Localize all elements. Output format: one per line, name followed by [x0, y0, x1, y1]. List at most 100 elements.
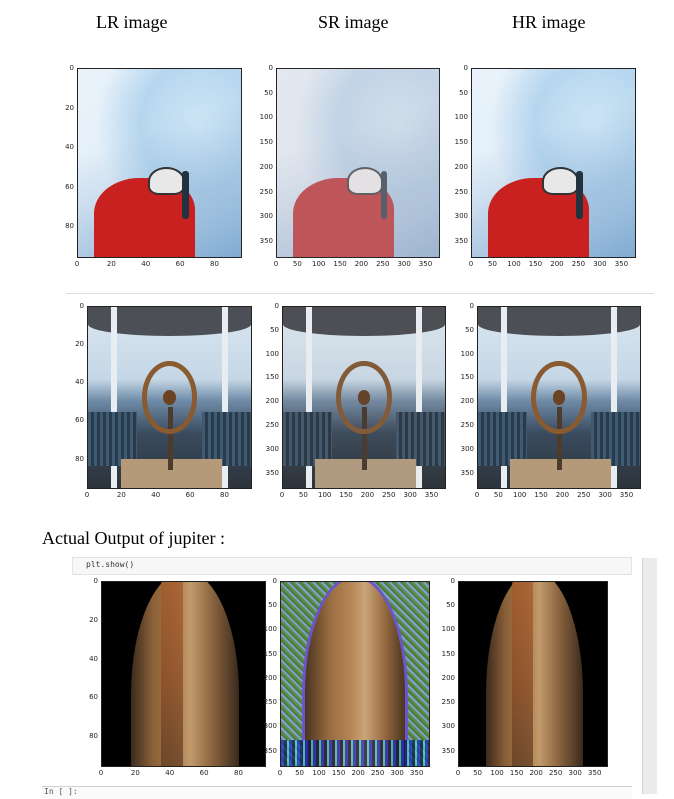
x-tick-label: 150 — [331, 769, 346, 777]
lr-plot-ship: 0 20 40 60 80 0 20 40 60 80 — [60, 298, 260, 510]
jupiter-caption: Actual Output of jupiter : — [42, 528, 225, 548]
y-tick-label: 200 — [441, 673, 455, 682]
y-tick-label: 250 — [454, 187, 468, 196]
y-tick-label: 350 — [460, 468, 474, 477]
x-tick-label: 100 — [312, 769, 326, 777]
x-tick-label: 20 — [116, 491, 126, 499]
notebook-code-text: plt.show() — [86, 560, 135, 569]
lr-header: LR image — [96, 12, 168, 32]
x-tick-label: 350 — [418, 260, 433, 268]
y-tick-label: 200 — [265, 397, 279, 406]
y-tick-label: 0 — [469, 302, 474, 310]
sr-plot-jupiter: 0 50 100 150 200 250 300 350 0 50 100 150 200 250 300 3… — [254, 575, 454, 783]
y-tick-label: 150 — [265, 373, 279, 382]
x-tick-label: 0 — [84, 491, 90, 499]
y-tick-label: 0 — [274, 302, 279, 310]
x-tick-label: 200 — [351, 769, 365, 777]
x-tick-label: 0 — [74, 260, 80, 268]
x-tick-label: 60 — [185, 491, 195, 499]
x-tick-label: 80 — [210, 260, 219, 268]
y-tick-label: 0 — [69, 64, 74, 72]
y-tick-label: 60 — [65, 182, 74, 191]
y-tick-label: 60 — [75, 416, 84, 425]
sr-image-jupiter — [280, 581, 430, 767]
x-tick-label: 150 — [339, 491, 353, 499]
notebook-next-cell[interactable] — [42, 786, 632, 799]
sr-image-iceclimber — [276, 68, 440, 258]
x-tick-label: 50 — [488, 260, 497, 268]
x-tick-label: 0 — [277, 769, 283, 777]
y-tick-label: 350 — [454, 237, 468, 246]
x-tick-label: 80 — [234, 769, 243, 777]
y-tick-label: 0 — [268, 64, 273, 72]
y-tick-label: 40 — [65, 143, 74, 152]
x-tick-label: 150 — [534, 491, 548, 499]
y-tick-label: 80 — [89, 732, 98, 740]
x-tick-label: 100 — [513, 491, 527, 499]
x-tick-label: 200 — [360, 491, 375, 499]
y-tick-label: 350 — [263, 746, 277, 755]
x-tick-label: 150 — [333, 260, 347, 268]
x-tick-label: 150 — [509, 769, 524, 777]
x-tick-label: 0 — [273, 260, 279, 268]
x-tick-label: 350 — [410, 769, 424, 777]
hr-header: HR image — [512, 12, 586, 32]
lr-plot-iceclimber: 0 20 40 60 80 0 20 40 60 80 — [50, 60, 250, 272]
x-tick-label: 350 — [424, 491, 439, 499]
y-tick-label: 200 — [263, 673, 277, 682]
hr-image-jupiter — [458, 581, 608, 767]
hr-plot-iceclimber: 0 50 100 150 200 250 300 350 0 50 100 150 200 250 300 3… — [445, 60, 645, 272]
x-tick-label: 40 — [165, 769, 175, 777]
x-tick-label: 300 — [568, 769, 582, 777]
x-tick-label: 40 — [151, 491, 161, 499]
x-tick-label: 200 — [354, 260, 369, 268]
y-tick-label: 200 — [454, 162, 468, 171]
y-tick-label: 50 — [264, 88, 273, 97]
y-tick-label: 250 — [263, 698, 277, 707]
y-tick-label: 40 — [89, 654, 98, 663]
x-tick-label: 60 — [199, 769, 209, 777]
y-tick-label: 150 — [263, 649, 277, 658]
x-tick-label: 40 — [141, 260, 151, 268]
y-tick-label: 150 — [454, 138, 468, 147]
x-tick-label: 100 — [312, 260, 326, 268]
x-tick-label: 250 — [382, 491, 396, 499]
x-tick-label: 60 — [175, 260, 185, 268]
x-tick-label: 0 — [98, 769, 104, 777]
x-tick-label: 20 — [106, 260, 116, 268]
y-tick-label: 40 — [75, 378, 84, 387]
y-tick-label: 200 — [259, 162, 273, 171]
lr-image-ship — [87, 306, 252, 489]
y-tick-label: 0 — [79, 302, 84, 310]
y-tick-label: 50 — [268, 601, 277, 610]
y-tick-label: 50 — [446, 601, 455, 610]
notebook-code-cell[interactable] — [72, 557, 632, 575]
x-tick-label: 300 — [397, 260, 411, 268]
y-tick-label: 20 — [65, 103, 74, 112]
y-tick-label: 300 — [454, 212, 468, 221]
y-tick-label: 60 — [89, 693, 98, 702]
x-tick-label: 50 — [295, 769, 304, 777]
y-tick-label: 0 — [93, 577, 98, 585]
y-tick-label: 20 — [75, 340, 84, 349]
sr-plot-ship: 0 50 100 150 200 250 300 350 0 50 100 150 200 250 300 3… — [256, 298, 456, 510]
x-tick-label: 0 — [468, 260, 474, 268]
y-tick-label: 50 — [270, 325, 279, 334]
y-tick-label: 300 — [441, 722, 455, 731]
x-tick-label: 250 — [376, 260, 390, 268]
y-tick-label: 100 — [454, 113, 468, 122]
x-tick-label: 0 — [474, 491, 480, 499]
y-tick-label: 0 — [272, 577, 277, 585]
x-tick-label: 350 — [619, 491, 634, 499]
x-tick-label: 200 — [550, 260, 564, 268]
row-divider — [66, 293, 654, 294]
x-tick-label: 0 — [279, 491, 285, 499]
y-tick-label: 300 — [460, 444, 474, 453]
y-tick-label: 350 — [441, 746, 455, 755]
y-tick-label: 250 — [441, 698, 455, 707]
y-tick-label: 100 — [265, 349, 279, 358]
x-tick-label: 250 — [577, 491, 591, 499]
x-tick-label: 300 — [598, 491, 612, 499]
y-tick-label: 250 — [265, 421, 279, 430]
notebook-scrollbar[interactable] — [642, 558, 657, 794]
